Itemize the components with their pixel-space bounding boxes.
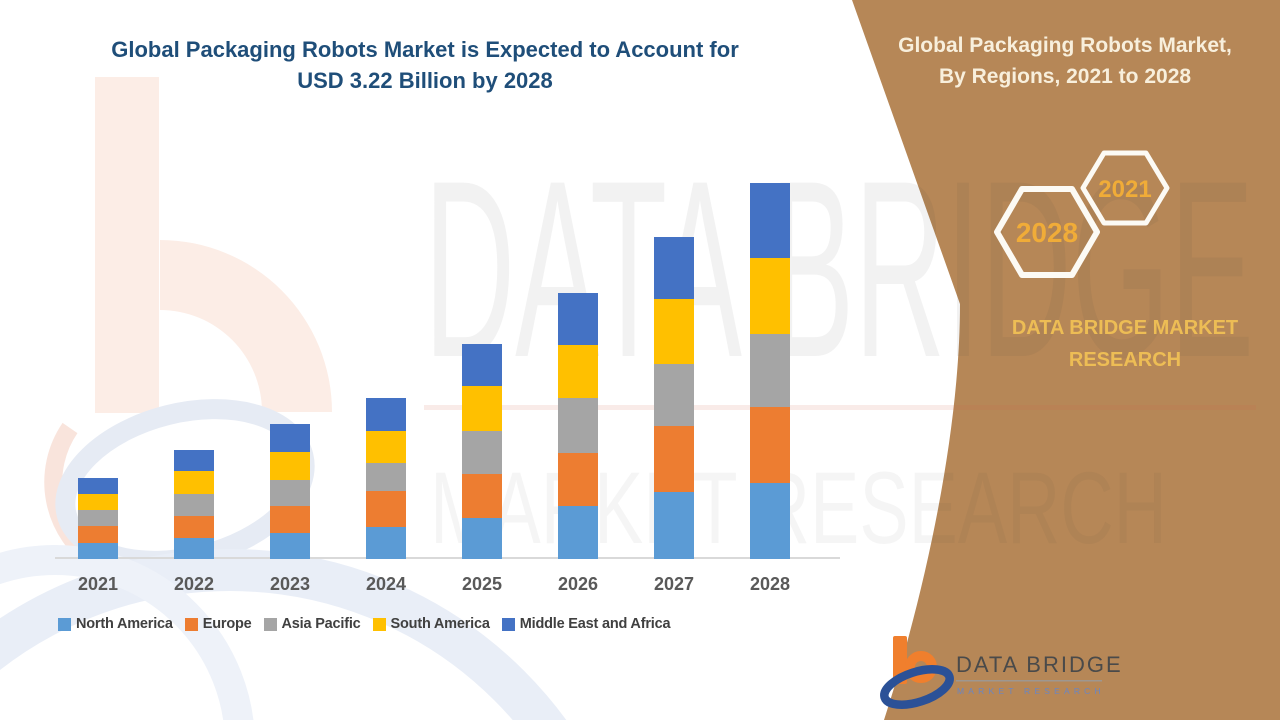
segment-south-america-2022 bbox=[174, 471, 214, 494]
segment-north-america-2021 bbox=[78, 542, 118, 559]
legend-item-north-america: North America bbox=[58, 616, 173, 632]
x-axis-label-2024: 2024 bbox=[365, 574, 407, 594]
segment-europe-2026 bbox=[558, 452, 598, 507]
legend-item-asia-pacific: Asia Pacific bbox=[263, 616, 361, 632]
segment-middle-east-and-africa-2025 bbox=[462, 344, 502, 387]
segment-north-america-2022 bbox=[174, 537, 214, 559]
segment-middle-east-and-africa-2023 bbox=[270, 423, 310, 452]
segment-south-america-2027 bbox=[654, 298, 694, 364]
segment-north-america-2026 bbox=[558, 506, 598, 559]
legend-label: Europe bbox=[202, 616, 252, 632]
segment-north-america-2023 bbox=[270, 533, 310, 559]
segment-north-america-2028 bbox=[750, 483, 790, 559]
legend-item-middle-east-and-africa: Middle East and Africa bbox=[501, 616, 671, 632]
legend-swatch-north-america bbox=[58, 617, 71, 631]
segment-asia-pacific-2026 bbox=[558, 397, 598, 453]
legend-item-south-america: South America bbox=[372, 616, 490, 632]
segment-north-america-2024 bbox=[366, 527, 406, 559]
segment-asia-pacific-2021 bbox=[78, 509, 118, 527]
x-axis-label-2028: 2028 bbox=[749, 574, 791, 594]
footer-logo-name: DATA BRIDGE bbox=[956, 652, 1123, 677]
legend-item-europe: Europe bbox=[184, 616, 252, 632]
footer-logo-d-ring bbox=[880, 665, 954, 709]
segment-middle-east-and-africa-2027 bbox=[654, 236, 694, 299]
segment-asia-pacific-2027 bbox=[654, 363, 694, 426]
chart-title-line1: Global Packaging Robots Market is Expect… bbox=[111, 37, 739, 62]
hexagon-2028 bbox=[994, 186, 1100, 278]
stacked-bar-chart: 2021 2022 2023 2024 2025 2026 2027 2028 bbox=[55, 182, 840, 594]
bar-2027 bbox=[654, 236, 694, 559]
segment-middle-east-and-africa-2024 bbox=[366, 397, 406, 431]
segment-south-america-2023 bbox=[270, 451, 310, 480]
bar-2023 bbox=[270, 423, 310, 559]
footer-logo-underline bbox=[956, 680, 1102, 682]
segment-middle-east-and-africa-2028 bbox=[750, 182, 790, 258]
bar-2026 bbox=[558, 292, 598, 559]
hexagon-2028-label: 2028 bbox=[1016, 217, 1078, 248]
chart-title: Global Packaging Robots Market is Expect… bbox=[55, 34, 795, 96]
hexagon-2021-label: 2021 bbox=[1098, 176, 1151, 203]
segment-south-america-2021 bbox=[78, 493, 118, 510]
segment-europe-2024 bbox=[366, 491, 406, 528]
segment-europe-2021 bbox=[78, 526, 118, 543]
x-axis-label-2021: 2021 bbox=[77, 574, 119, 594]
segment-south-america-2026 bbox=[558, 345, 598, 398]
legend-swatch-middle-east-and-africa bbox=[501, 617, 515, 631]
segment-europe-2022 bbox=[174, 515, 214, 538]
segment-south-america-2024 bbox=[366, 430, 406, 464]
x-axis-label-2026: 2026 bbox=[557, 574, 599, 594]
bar-2022 bbox=[174, 450, 214, 559]
bar-2028 bbox=[750, 182, 790, 559]
bar-2025 bbox=[462, 344, 502, 559]
side-panel-title-line2: By Regions, 2021 to 2028 bbox=[938, 65, 1192, 88]
footer-logo-tagline: MARKET RESEARCH bbox=[957, 686, 1105, 696]
footer-logo: DATA BRIDGE MARKET RESEARCH bbox=[880, 636, 1123, 709]
segment-south-america-2028 bbox=[750, 257, 790, 334]
bar-2024 bbox=[366, 397, 406, 559]
chart-legend: North America Europe Asia Pacific South Ame… bbox=[58, 616, 671, 632]
legend-label: Middle East and Africa bbox=[519, 616, 671, 632]
segment-europe-2025 bbox=[462, 473, 502, 519]
hexagon-2021 bbox=[1080, 150, 1170, 226]
segment-south-america-2025 bbox=[462, 386, 502, 431]
chart-title-line2: USD 3.22 Billion by 2028 bbox=[297, 68, 553, 93]
segment-asia-pacific-2022 bbox=[174, 493, 214, 516]
segment-asia-pacific-2028 bbox=[750, 333, 790, 408]
legend-label: South America bbox=[390, 616, 490, 632]
segment-middle-east-and-africa-2022 bbox=[174, 450, 214, 472]
x-axis-label-2022: 2022 bbox=[173, 574, 215, 594]
bar-2021 bbox=[78, 478, 118, 559]
side-panel-title: Global Packaging Robots Market, By Regio… bbox=[890, 30, 1240, 92]
x-axis-label-2023: 2023 bbox=[269, 574, 311, 594]
segment-asia-pacific-2024 bbox=[366, 463, 406, 492]
legend-label: North America bbox=[76, 616, 173, 632]
legend-swatch-south-america bbox=[372, 617, 386, 631]
segment-asia-pacific-2023 bbox=[270, 479, 310, 507]
segment-europe-2027 bbox=[654, 425, 694, 493]
x-axis-line bbox=[55, 557, 840, 559]
segment-north-america-2025 bbox=[462, 518, 502, 559]
segment-north-america-2027 bbox=[654, 492, 694, 559]
x-axis-label-2025: 2025 bbox=[461, 574, 503, 594]
legend-label: Asia Pacific bbox=[281, 616, 361, 632]
segment-europe-2023 bbox=[270, 506, 310, 534]
segment-middle-east-and-africa-2021 bbox=[78, 478, 118, 494]
legend-swatch-europe bbox=[184, 617, 198, 631]
panel-brand-text: DATA BRIDGE MARKET RESEARCH bbox=[1011, 317, 1239, 371]
side-panel-title-line1: Global Packaging Robots Market, bbox=[898, 34, 1232, 57]
x-axis-label-2027: 2027 bbox=[653, 574, 695, 594]
segment-asia-pacific-2025 bbox=[462, 430, 502, 474]
segment-middle-east-and-africa-2026 bbox=[558, 292, 598, 346]
segment-europe-2028 bbox=[750, 407, 790, 484]
legend-swatch-asia-pacific bbox=[263, 617, 277, 631]
